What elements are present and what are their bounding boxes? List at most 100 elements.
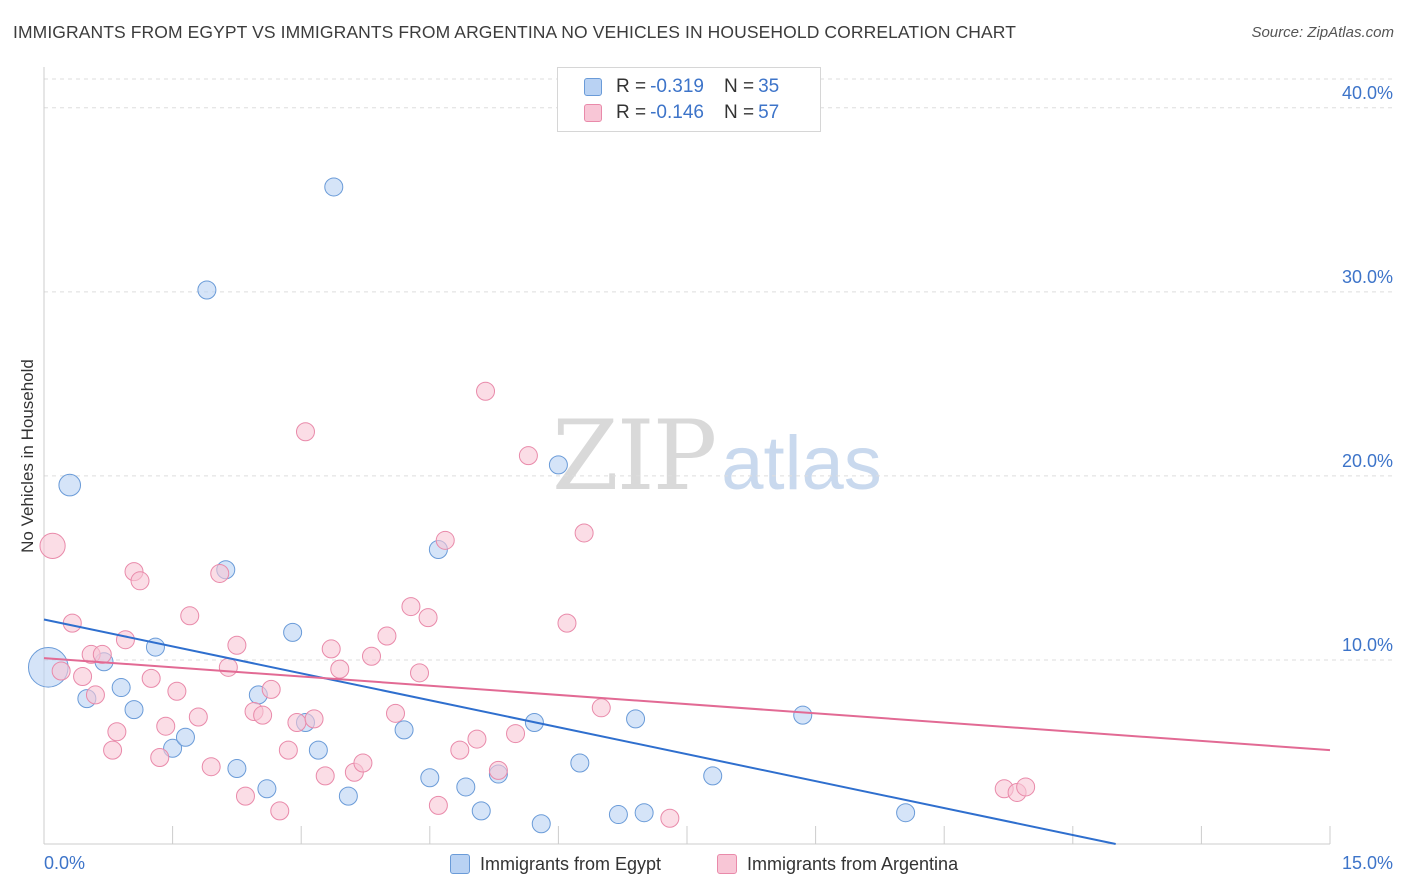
argentina-point — [574, 523, 594, 543]
x-tick-label-15: 15.0% — [1342, 853, 1393, 873]
argentina-point — [218, 657, 238, 677]
egypt-point — [793, 705, 813, 725]
argentina-point — [321, 639, 341, 659]
egypt-point — [531, 814, 551, 834]
argentina-point — [51, 661, 71, 681]
egypt-point — [471, 801, 491, 821]
egypt-point — [283, 622, 303, 642]
egypt-point — [703, 766, 723, 786]
egypt-point — [338, 786, 358, 806]
argentina-point — [353, 753, 373, 773]
argentina-point — [304, 709, 324, 729]
egypt-point — [634, 803, 654, 823]
y-axis-label: No Vehicles in Household — [18, 359, 37, 553]
argentina-point — [401, 597, 421, 617]
argentina-point — [39, 532, 66, 559]
chart-title: IMMIGRANTS FROM EGYPT VS IMMIGRANTS FROM… — [13, 22, 1017, 42]
argentina-point — [141, 668, 161, 688]
argentina-point — [591, 698, 611, 718]
argentina-point — [386, 703, 406, 723]
argentina-trend-line — [43, 657, 1331, 752]
source-credit: Source: ZipAtlas.com — [1251, 24, 1394, 41]
bottom-legend-swatch-argentina — [717, 854, 737, 874]
argentina-point — [295, 422, 315, 442]
argentina-point — [418, 608, 438, 628]
egypt-series — [27, 177, 916, 834]
argentina-point — [188, 707, 208, 727]
y-tick-label-10: 10.0% — [1342, 635, 1393, 655]
trend-lines — [43, 618, 1331, 845]
tick-labels: 10.0% 20.0% 30.0% 40.0% 0.0% 15.0% — [44, 83, 1393, 873]
argentina-point — [287, 713, 307, 733]
legend-row-egypt: R = -0.319 N = 35 — [584, 75, 779, 99]
egypt-point — [394, 720, 414, 740]
argentina-point — [330, 659, 350, 679]
bottom-legend-label-argentina: Immigrants from Argentina — [747, 853, 959, 874]
argentina-point — [377, 626, 397, 646]
bottom-legend-egypt: Immigrants from Egypt — [450, 852, 661, 876]
egypt-point — [896, 803, 916, 823]
correlation-legend: R = -0.319 N = 35 R = -0.146 N = 57 — [557, 67, 821, 132]
argentina-point — [518, 446, 538, 466]
legend-r-value-egypt: -0.319 — [650, 76, 704, 97]
egypt-point — [456, 777, 476, 797]
argentina-point — [85, 685, 105, 705]
argentina-point — [92, 644, 112, 664]
argentina-point — [227, 635, 247, 655]
argentina-point — [557, 613, 577, 633]
argentina-point — [270, 801, 290, 821]
legend-n-label-argentina: N = — [723, 102, 755, 123]
egypt-trend-line — [43, 618, 1116, 845]
argentina-point — [107, 722, 127, 742]
egypt-point — [420, 768, 440, 788]
argentina-point — [150, 747, 170, 767]
legend-n-value-argentina: 57 — [758, 102, 780, 123]
argentina-point — [167, 681, 187, 701]
legend-swatch-egypt — [584, 78, 602, 96]
egypt-point — [608, 805, 628, 825]
legend-r-value-argentina: -0.146 — [650, 102, 704, 123]
argentina-point — [180, 606, 200, 626]
x-tick-label-0: 0.0% — [44, 853, 85, 873]
legend-r-label-argentina: R = — [616, 102, 647, 123]
egypt-point — [111, 678, 131, 698]
argentina-point — [410, 663, 430, 683]
bottom-legend-swatch-egypt — [450, 854, 470, 874]
egypt-point — [570, 753, 590, 773]
argentina-point — [488, 760, 508, 780]
argentina-point — [210, 563, 230, 583]
egypt-point — [227, 759, 247, 779]
argentina-point — [362, 646, 382, 666]
argentina-point — [235, 786, 255, 806]
egypt-point — [324, 177, 344, 197]
egypt-point — [548, 455, 568, 475]
argentina-point — [315, 766, 335, 786]
argentina-point — [201, 757, 221, 777]
egypt-point — [175, 727, 195, 747]
egypt-point — [257, 779, 277, 799]
bottom-legend-label-egypt: Immigrants from Egypt — [480, 853, 662, 874]
egypt-point — [163, 738, 183, 758]
egypt-point — [197, 280, 217, 300]
argentina-point — [261, 679, 281, 699]
egypt-point — [626, 709, 646, 729]
argentina-point — [506, 724, 526, 744]
argentina-series — [39, 381, 1036, 828]
egypt-point — [124, 700, 144, 720]
argentina-point — [130, 571, 150, 591]
y-tick-label-30: 30.0% — [1342, 267, 1393, 287]
argentina-point — [476, 381, 496, 401]
argentina-point — [156, 716, 176, 736]
egypt-point — [58, 473, 82, 497]
axes — [43, 67, 1331, 845]
argentina-point — [278, 740, 298, 760]
legend-row-argentina: R = -0.146 N = 57 — [584, 101, 779, 125]
argentina-point — [103, 740, 123, 760]
y-tick-label-40: 40.0% — [1342, 83, 1393, 103]
argentina-point — [660, 808, 680, 828]
legend-n-label-egypt: N = — [723, 76, 755, 97]
legend-r-label-egypt: R = — [616, 76, 647, 97]
argentina-point — [467, 729, 487, 749]
argentina-point — [435, 530, 455, 550]
argentina-point — [253, 705, 273, 725]
